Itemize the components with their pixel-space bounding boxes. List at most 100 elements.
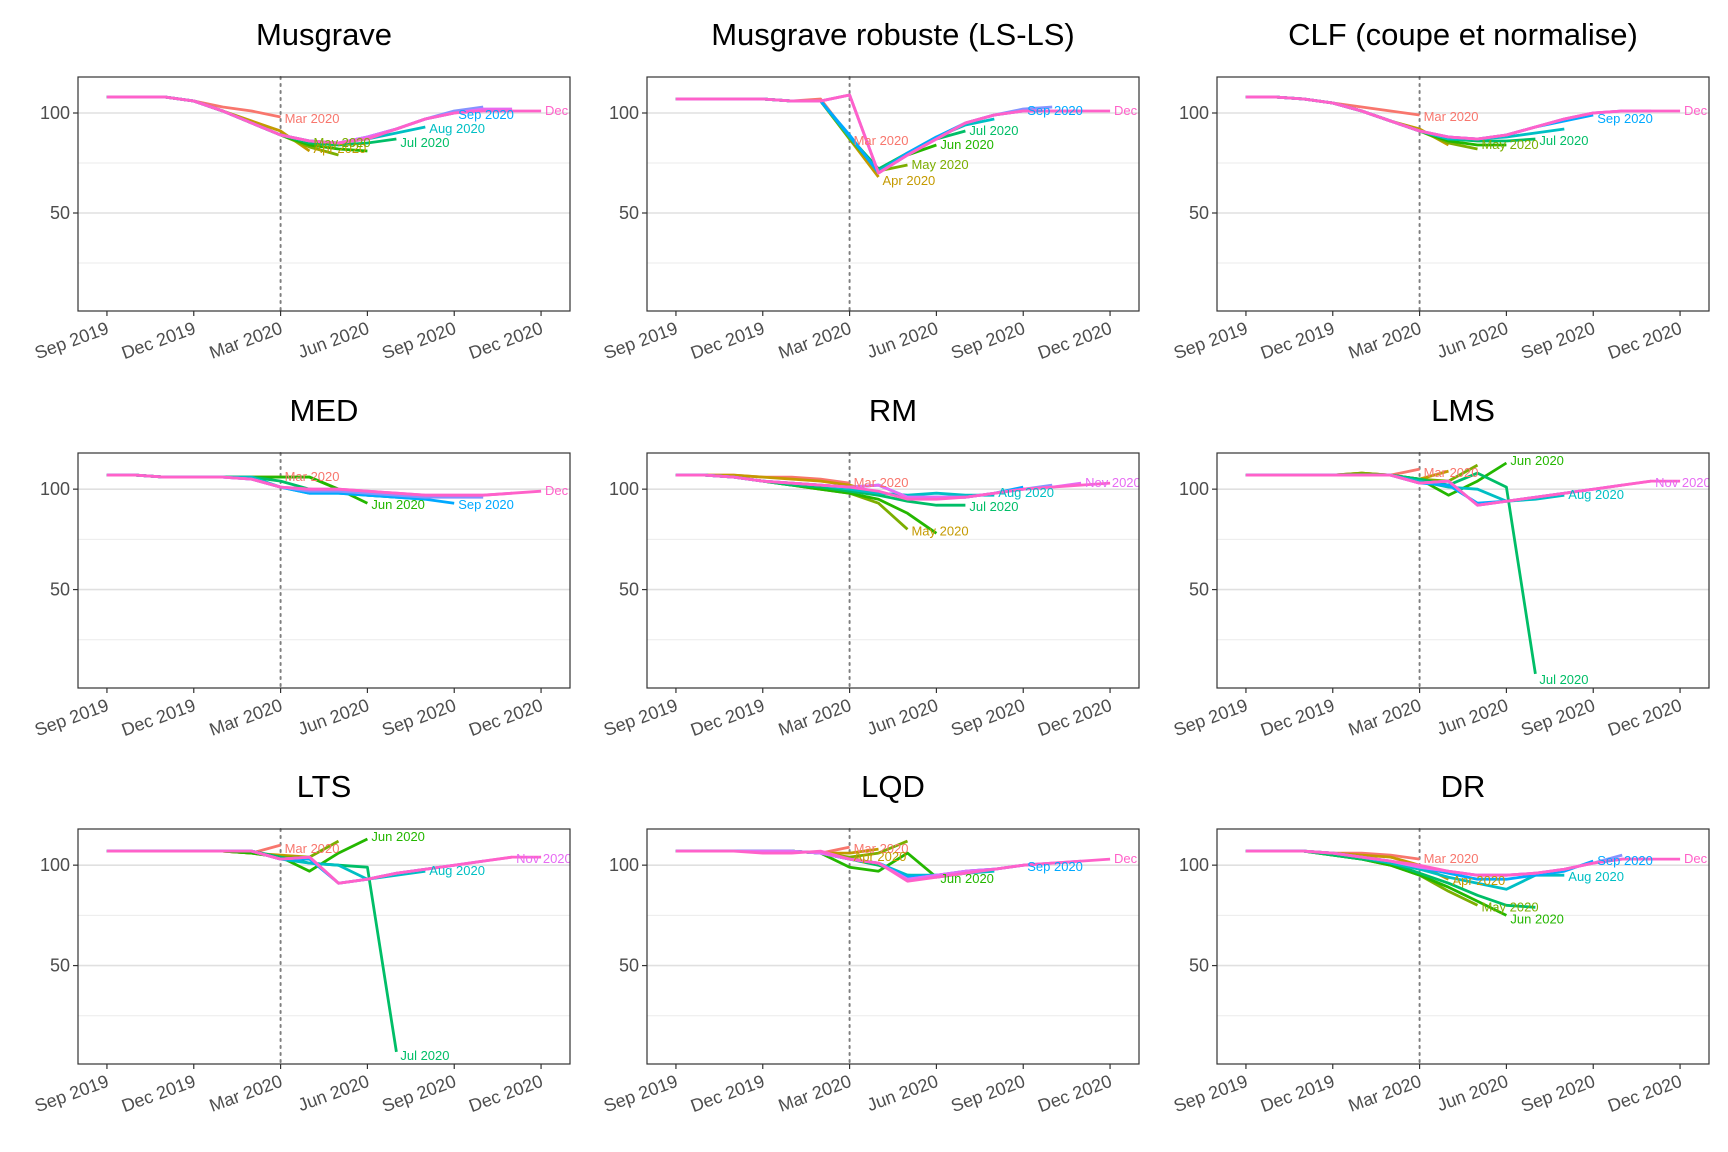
- y-tick-label: 100: [40, 479, 70, 499]
- y-tick-label: 100: [1179, 855, 1209, 875]
- series-label: Mar 2020: [854, 475, 909, 490]
- series-label: Mar 2020: [285, 469, 340, 484]
- x-tick-label: Sep 2019: [32, 1071, 111, 1116]
- series-line-dec-2020: [1245, 849, 1681, 877]
- x-tick-label: Jun 2020: [864, 1071, 940, 1115]
- series-label: Sep 2020: [1027, 859, 1083, 874]
- panel-border: [1216, 76, 1710, 312]
- x-tick-label: Dec 2020: [1035, 695, 1114, 740]
- x-tick-label: Sep 2019: [32, 318, 111, 363]
- panel-title: Musgrave: [256, 17, 392, 52]
- y-tick-label: 100: [1179, 479, 1209, 499]
- x-tick-label: Sep 2020: [1518, 695, 1597, 740]
- x-tick-label: Dec 2019: [119, 318, 198, 363]
- series-label: Sep 2020: [1597, 853, 1653, 868]
- series-line-dec-2020: [675, 93, 1111, 175]
- series-label: Mar 2020: [1424, 465, 1479, 480]
- x-tick-label: Sep 2019: [32, 695, 111, 740]
- series-label: Apr 2020: [1453, 873, 1506, 888]
- x-tick-label: Mar 2020: [1346, 695, 1424, 740]
- x-tick-label: Mar 2020: [207, 695, 285, 740]
- panel-background: [647, 77, 1139, 311]
- series-label: Mar 2020: [285, 111, 340, 126]
- x-tick-label: Jun 2020: [864, 318, 940, 362]
- series-line-dec-2020: [675, 473, 1111, 501]
- series-line-dec-2020: [106, 473, 542, 497]
- x-tick-label: Jun 2020: [1434, 695, 1510, 739]
- panel-border: [77, 828, 571, 1065]
- series-label: Sep 2020: [458, 107, 514, 122]
- y-tick-label: 50: [50, 956, 70, 976]
- x-tick-label: Dec 2020: [1605, 1071, 1684, 1116]
- series-labels: Mar 2020 Jun 2020 Jul 2020 Aug 2020 Nov 2020: [285, 829, 570, 1063]
- x-tick-label: Dec 2019: [119, 1071, 198, 1116]
- series-label: Dec 2020: [545, 483, 601, 498]
- series-label: Sep 2020: [1597, 111, 1653, 126]
- y-tick-label: 100: [609, 855, 639, 875]
- series-label: May 2020: [911, 157, 968, 172]
- x-tick-label: Dec 2020: [466, 1071, 545, 1116]
- x-tick-label: Mar 2020: [776, 1071, 854, 1116]
- series-label: Jun 2020: [940, 871, 994, 886]
- series-line-dec-2020: [106, 849, 542, 885]
- x-tick-label: Jun 2020: [1434, 1071, 1510, 1115]
- y-tick-label: 50: [1189, 203, 1209, 223]
- series-label: Jul 2020: [1539, 672, 1588, 687]
- series-label: Dec 2020: [1684, 851, 1728, 866]
- series-label: Apr 2020: [883, 173, 936, 188]
- panel-border: [646, 828, 1140, 1065]
- x-tick-label: Sep 2020: [1518, 1071, 1597, 1116]
- series-label: Aug 2020: [998, 485, 1054, 500]
- y-tick-label: 100: [40, 855, 70, 875]
- y-tick-label: 100: [609, 103, 639, 123]
- series-label: May 2020: [1481, 899, 1538, 914]
- x-tick-label: Dec 2020: [1035, 318, 1114, 363]
- x-tick-label: Dec 2019: [1258, 695, 1337, 740]
- series-label: Apr 2020: [314, 141, 367, 156]
- x-tick-label: Sep 2019: [601, 695, 680, 740]
- panel-border: [1216, 452, 1710, 689]
- x-tick-label: Jun 2020: [1434, 318, 1510, 362]
- x-tick-label: Sep 2020: [948, 1071, 1027, 1116]
- series-label: Jun 2020: [940, 137, 994, 152]
- series-label: Dec 2020: [1114, 103, 1170, 118]
- x-tick-label: Sep 2020: [948, 318, 1027, 363]
- series-label: Nov 2020: [1085, 475, 1141, 490]
- series-label: Aug 2020: [1568, 869, 1624, 884]
- x-tick-label: Sep 2019: [1171, 318, 1250, 363]
- series-label: Sep 2020: [458, 497, 514, 512]
- series-line-dec-2020: [1245, 473, 1681, 507]
- x-tick-label: Mar 2020: [776, 318, 854, 363]
- series-label: Jun 2020: [1510, 453, 1564, 468]
- y-tick-label: 50: [1189, 580, 1209, 600]
- series-label: Jul 2020: [1539, 133, 1588, 148]
- x-tick-label: Jun 2020: [295, 318, 371, 362]
- x-tick-label: Dec 2019: [688, 1071, 767, 1116]
- series-line-dec-2020: [675, 849, 1111, 883]
- series-label: Mar 2020: [854, 133, 909, 148]
- x-tick-label: Mar 2020: [207, 1071, 285, 1116]
- series-label: Nov 2020: [1655, 475, 1711, 490]
- x-tick-label: Sep 2020: [379, 1071, 458, 1116]
- series-label: Jul 2020: [400, 1048, 449, 1063]
- series-label: Aug 2020: [1568, 487, 1624, 502]
- series-label: Jun 2020: [371, 829, 425, 844]
- panel-title: DR: [1441, 769, 1486, 804]
- panel-border: [646, 76, 1140, 312]
- panel-border: [1216, 828, 1710, 1065]
- x-tick-label: Sep 2020: [948, 695, 1027, 740]
- x-tick-label: Sep 2019: [601, 1071, 680, 1116]
- y-tick-label: 100: [1179, 103, 1209, 123]
- x-tick-label: Sep 2020: [379, 695, 458, 740]
- x-tick-label: Mar 2020: [207, 318, 285, 363]
- x-tick-label: Mar 2020: [776, 695, 854, 740]
- series-label: Dec 2020: [545, 103, 601, 118]
- series-label: Aug 2020: [429, 863, 485, 878]
